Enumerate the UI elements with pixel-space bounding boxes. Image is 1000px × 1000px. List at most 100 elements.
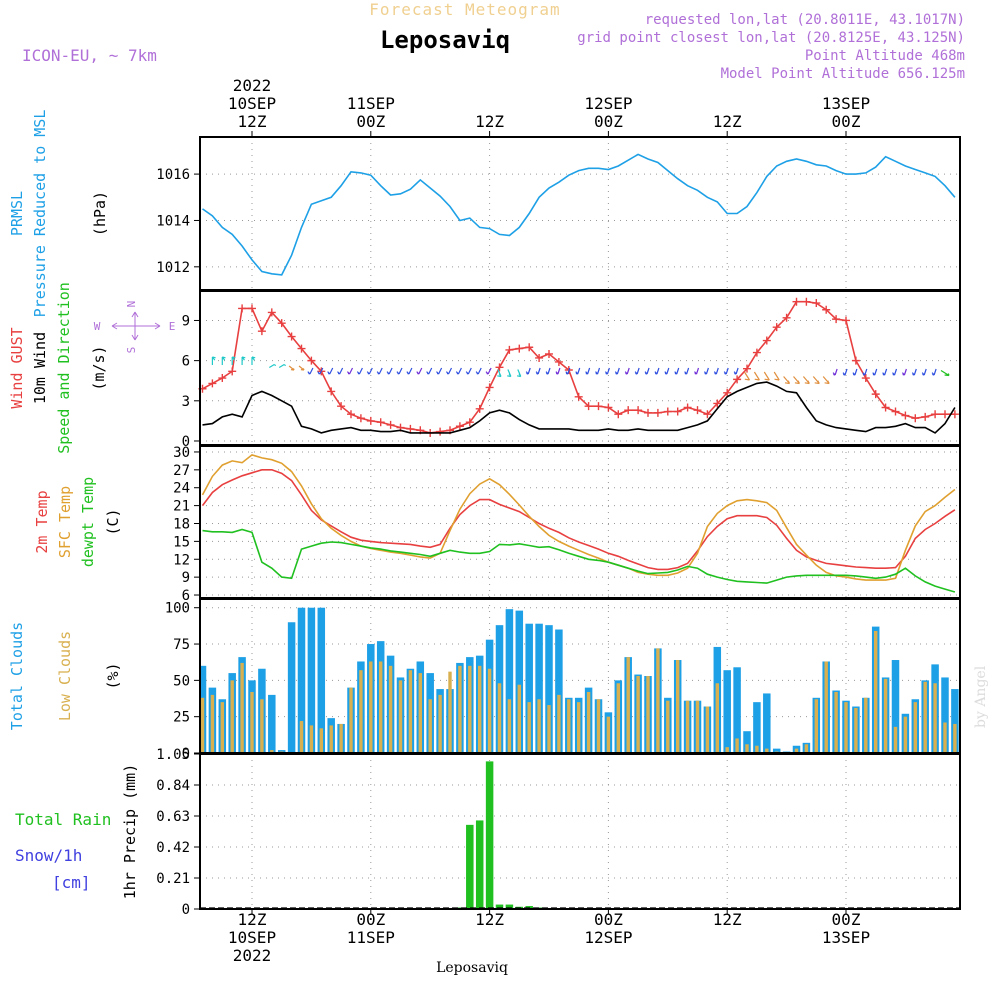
wind-arrow-39 bbox=[604, 367, 610, 375]
total-cloud-bar-57 bbox=[763, 693, 771, 753]
gust-point-11 bbox=[307, 356, 316, 365]
low-cloud-bar-37 bbox=[567, 699, 571, 753]
low-cloud-bar-22 bbox=[418, 673, 422, 753]
ylabel-clouds-1: Low Clouds bbox=[56, 631, 74, 721]
wind-arrow-46 bbox=[674, 367, 680, 375]
gust-point-15 bbox=[347, 410, 355, 419]
gust-point-50 bbox=[693, 406, 702, 415]
ytick-label-temperature-3: 15 bbox=[173, 534, 190, 550]
wind-arrow-47 bbox=[684, 367, 690, 375]
series-temperature-0 bbox=[201, 468, 956, 571]
gust-point-2 bbox=[218, 374, 227, 383]
low-cloud-bar-47 bbox=[666, 700, 670, 753]
rain-bar-3 bbox=[475, 820, 484, 909]
wind-arrow-64 bbox=[852, 368, 858, 376]
series-pressure-0 bbox=[202, 153, 956, 276]
gust-point-52 bbox=[713, 399, 722, 408]
ytick-label-pressure-0: 1012 bbox=[156, 260, 190, 276]
wind-arrow-9 bbox=[307, 367, 314, 375]
gust-point-44 bbox=[634, 406, 643, 415]
low-cloud-bar-25 bbox=[448, 671, 452, 753]
gust-point-48 bbox=[673, 407, 682, 416]
bottom-tick-label-5-0: 00Z bbox=[832, 910, 861, 929]
low-cloud-bar-31 bbox=[507, 699, 512, 753]
gust-point-24 bbox=[436, 427, 445, 436]
gust-point-32 bbox=[515, 344, 524, 353]
gust-point-27 bbox=[465, 418, 474, 427]
gust-point-72 bbox=[911, 414, 920, 423]
low-cloud-bar-2 bbox=[220, 702, 224, 753]
wind-direction-arrows bbox=[211, 356, 950, 385]
wind-arrow-50 bbox=[713, 367, 719, 375]
compass-e: E bbox=[169, 320, 176, 333]
gust-point-61 bbox=[802, 297, 811, 306]
top-tick-label-0-2: 12Z bbox=[238, 112, 267, 131]
wind-arrow-12 bbox=[337, 367, 344, 375]
gust-point-53 bbox=[723, 388, 732, 397]
wind-arrow-44 bbox=[654, 367, 660, 375]
total-cloud-bar-56 bbox=[753, 702, 761, 753]
ylabel-wind-2: Speed and Direction bbox=[55, 282, 73, 454]
wind-arrow-32 bbox=[535, 367, 541, 375]
low-cloud-bar-38 bbox=[577, 702, 581, 753]
bottom-tick-label-3-0: 00Z bbox=[594, 910, 623, 929]
compass-arrows bbox=[111, 311, 161, 341]
location-title: Leposaviq bbox=[380, 26, 510, 54]
low-cloud-bar-4 bbox=[240, 662, 244, 753]
gust-point-28 bbox=[475, 404, 484, 413]
gust-point-1 bbox=[208, 379, 217, 388]
gust-point-67 bbox=[861, 374, 870, 383]
ytick-label-pressure-2: 1016 bbox=[156, 167, 190, 183]
ytick-label-precipitation-4: 0.84 bbox=[156, 778, 190, 794]
wind-arrow-70 bbox=[911, 368, 917, 376]
ytick-label-clouds-4: 100 bbox=[165, 601, 190, 617]
gust-point-8 bbox=[277, 319, 286, 328]
gust-point-17 bbox=[366, 416, 375, 425]
ytick-label-clouds-3: 75 bbox=[173, 637, 190, 653]
ytick-label-temperature-7: 27 bbox=[173, 463, 190, 479]
grid-point-coords: grid point closest lon,lat (20.8125E, 43… bbox=[577, 30, 965, 46]
low-cloud-bar-67 bbox=[864, 697, 868, 753]
low-cloud-bar-19 bbox=[388, 665, 393, 753]
total-cloud-bar-32 bbox=[515, 610, 524, 753]
gust-point-16 bbox=[356, 414, 365, 423]
low-cloud-bar-48 bbox=[676, 660, 680, 753]
total-cloud-bar-7 bbox=[268, 694, 276, 753]
wind-arrow-60 bbox=[812, 376, 820, 385]
gust-point-7 bbox=[267, 308, 276, 317]
wind-arrow-1 bbox=[221, 356, 226, 365]
gust-point-51 bbox=[703, 410, 712, 419]
wind-arrow-5 bbox=[268, 363, 277, 369]
low-cloud-bar-55 bbox=[745, 744, 749, 753]
low-cloud-bar-74 bbox=[933, 683, 937, 753]
wind-arrow-20 bbox=[416, 367, 423, 375]
low-cloud-bar-57 bbox=[765, 748, 769, 753]
total-cloud-bar-33 bbox=[525, 623, 533, 753]
total-cloud-bar-58 bbox=[772, 748, 781, 753]
low-cloud-bar-5 bbox=[250, 691, 254, 753]
wind-arrow-4 bbox=[251, 356, 256, 365]
total-cloud-bar-9 bbox=[287, 622, 296, 753]
bottom-tick-label-5-1: 13SEP bbox=[822, 928, 870, 947]
low-cloud-bar-54 bbox=[735, 738, 739, 753]
total-cloud-bar-54 bbox=[733, 667, 741, 753]
gust-point-4 bbox=[238, 304, 247, 313]
low-cloud-bar-18 bbox=[379, 661, 383, 753]
product-title: Forecast Meteogram bbox=[369, 0, 560, 19]
ytick-label-wind-2: 6 bbox=[182, 354, 190, 370]
compass-w: W bbox=[94, 320, 101, 333]
requested-coords: requested lon,lat (20.8011E, 43.1017N) bbox=[645, 12, 965, 28]
wind-arrow-36 bbox=[575, 367, 581, 375]
total-cloud-bar-34 bbox=[535, 623, 543, 753]
low-cloud-bar-51 bbox=[705, 706, 710, 753]
wind-arrow-14 bbox=[356, 367, 363, 375]
wind-arrow-41 bbox=[624, 367, 630, 375]
gust-point-35 bbox=[545, 349, 553, 358]
gust-point-46 bbox=[653, 408, 662, 417]
wind-arrow-0 bbox=[211, 356, 216, 365]
ylabel-temperature-0: 2m Temp bbox=[33, 490, 51, 553]
low-cloud-bar-43 bbox=[626, 657, 630, 753]
wind-arrow-55 bbox=[763, 371, 770, 381]
gust-point-3 bbox=[228, 367, 237, 376]
